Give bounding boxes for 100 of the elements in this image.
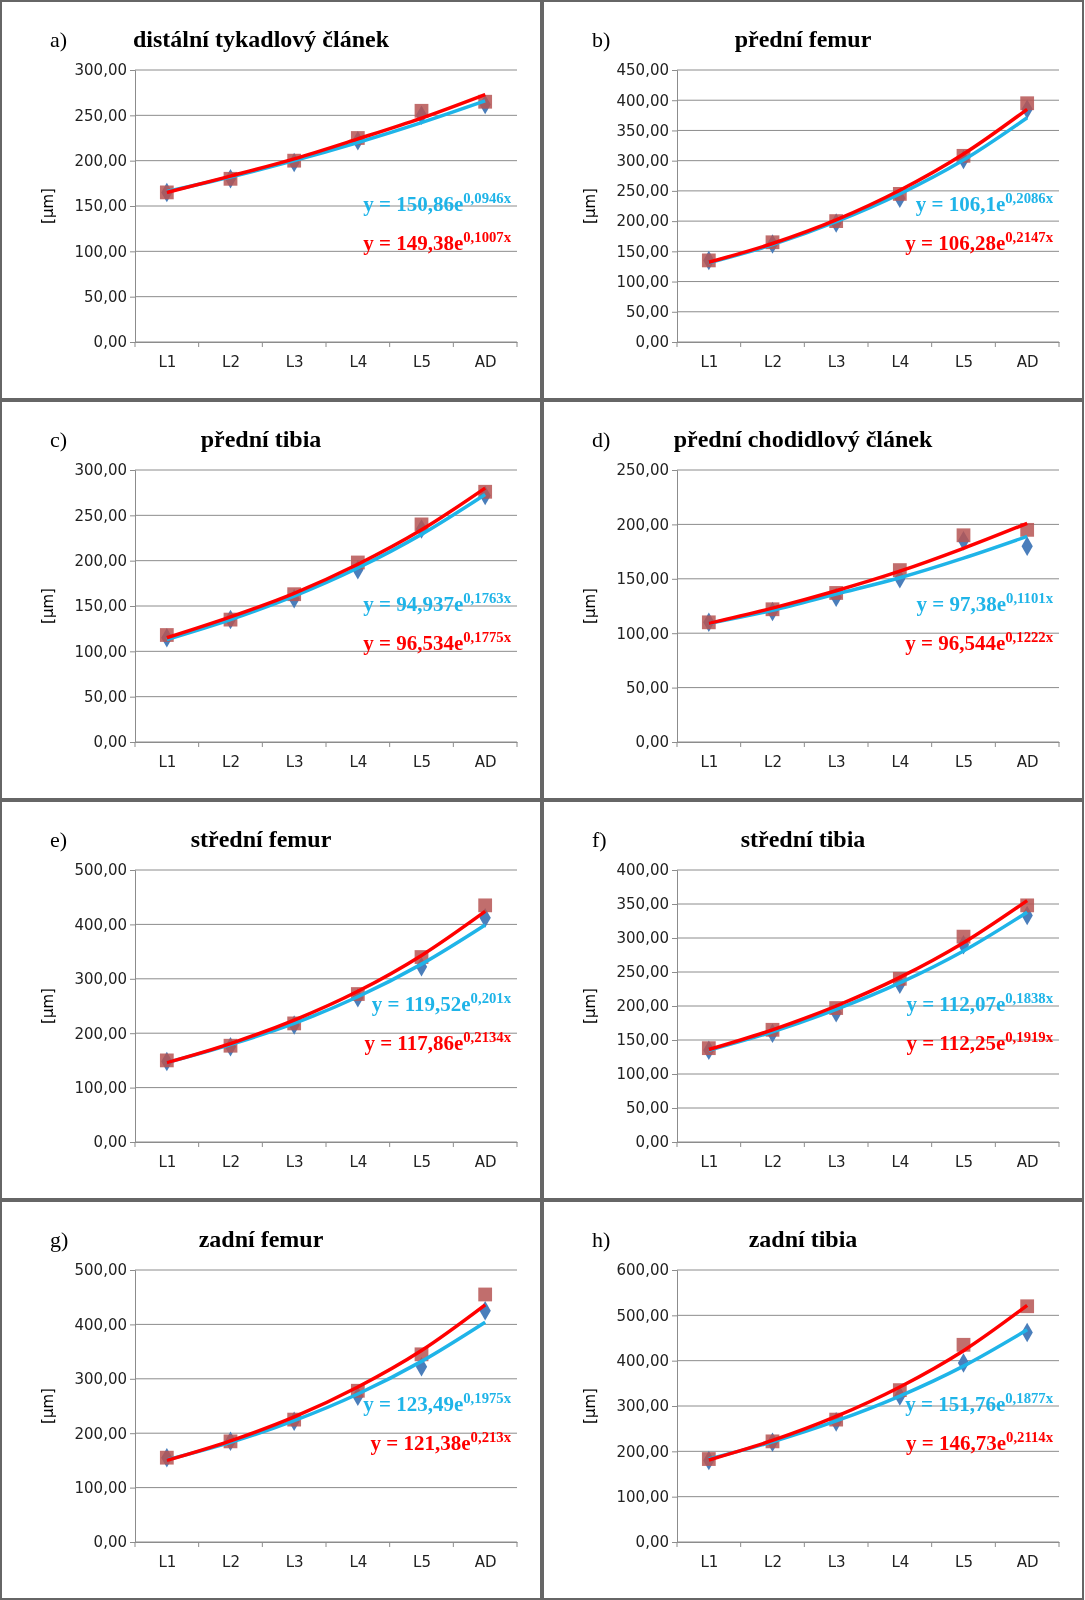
y-tick-label: 350,00 [616,895,669,914]
x-tick-label: L4 [349,352,368,371]
x-tick-label: L1 [158,1552,177,1571]
y-tick-label: 400,00 [616,91,669,110]
chart-title: přední femur [734,26,872,52]
x-tick-label: L2 [222,1152,240,1171]
y-tick-label: 300,00 [616,1397,669,1416]
x-tick-label: AD [1016,352,1039,371]
x-tick-label: L3 [827,1152,846,1171]
x-tick-label: L1 [700,752,719,771]
annotation: y = 117,86e$^{0,2134x}$ [364,1028,512,1055]
y-tick-label: 400,00 [616,1351,669,1370]
y-tick-label: 200,00 [74,1024,127,1043]
text: d) [592,427,611,452]
x-tick-label: L2 [764,352,782,371]
y-tick-label: 200,00 [74,151,127,170]
y-tick-label: 100,00 [616,272,669,291]
y-tick-label: 50,00 [84,687,127,706]
y-tick-label: 100,00 [616,624,669,643]
y-tick-label: 0,00 [635,733,669,752]
y-tick-label: 450,00 [616,61,669,80]
chart-title: přední chodidlový článek [673,426,934,452]
y-tick-label: 100,00 [74,1478,127,1497]
y-axis-title: [µm] [39,588,57,624]
x-tick-label: AD [474,352,497,371]
text: h) [592,1227,611,1252]
text: c) [50,427,68,452]
text: e) [50,827,68,852]
annotation: y = 151,76e$^{0,1877x}$ [905,1390,1054,1417]
annotation: y = 119,52e$^{0,201x}$ [371,990,512,1017]
y-tick-label: 100,00 [616,1065,669,1084]
y-axis-title: [µm] [39,1388,57,1424]
y-tick-label: 300,00 [616,151,669,170]
y-tick-label: 200,00 [74,551,127,570]
y-tick-label: 250,00 [616,963,669,982]
y-axis-title: [µm] [39,988,57,1024]
y-tick-label: 150,00 [74,197,127,216]
y-tick-label: 150,00 [616,570,669,589]
x-tick-label: L1 [700,1152,719,1171]
x-tick-label: L4 [349,752,368,771]
y-tick-label: 0,00 [93,1133,127,1152]
chart-title: zadní tibia [748,1226,858,1252]
y-tick-label: 0,00 [93,333,127,352]
y-tick-label: 250,00 [74,506,127,525]
annotation: y = 112,07e$^{0,1838x}$ [906,990,1054,1017]
x-tick-label: L4 [349,1152,368,1171]
y-tick-label: 100,00 [74,1078,127,1097]
y-tick-label: 200,00 [616,1442,669,1461]
y-tick-label: 300,00 [74,1370,127,1389]
x-tick-label: L3 [827,1552,846,1571]
y-tick-label: 500,00 [74,1261,127,1280]
y-tick-label: 200,00 [616,515,669,534]
y-tick-label: 0,00 [635,333,669,352]
y-axis-title: [µm] [581,588,599,624]
x-tick-label: L3 [827,752,846,771]
annotation: y = 112,25e$^{0,1919x}$ [906,1028,1054,1055]
x-tick-label: L2 [222,752,240,771]
x-tick-label: L3 [285,352,304,371]
y-tick-label: 0,00 [635,1133,669,1152]
y-tick-label: 0,00 [93,1533,127,1552]
y-tick-label: 50,00 [626,678,669,697]
y-tick-label: 100,00 [74,242,127,261]
x-tick-label: L5 [955,752,973,771]
y-tick-label: 200,00 [616,997,669,1016]
text: b) [592,27,611,52]
annotation: y = 94,937e$^{0,1763x}$ [363,590,512,617]
annotation: y = 146,73e$^{0,2114x}$ [906,1428,1054,1455]
x-tick-label: L5 [413,352,431,371]
y-tick-label: 500,00 [74,861,127,880]
chart-title: distální tykadlový článek [132,26,390,52]
annotation: y = 96,534e$^{0,1775x}$ [363,628,512,655]
y-tick-label: 300,00 [74,61,127,80]
x-tick-label: L4 [891,1152,910,1171]
x-tick-label: L4 [891,752,910,771]
y-tick-label: 600,00 [616,1261,669,1280]
y-tick-label: 0,00 [635,1533,669,1552]
y-axis-title: [µm] [39,188,57,224]
x-tick-label: L3 [285,1552,304,1571]
annotation: y = 97,38e$^{0,1101x}$ [916,590,1054,617]
x-tick-label: AD [474,1152,497,1171]
x-tick-label: L5 [955,1552,973,1571]
x-tick-label: L4 [891,1552,910,1571]
y-tick-label: 200,00 [616,212,669,231]
y-tick-label: 500,00 [616,1306,669,1325]
x-tick-label: L3 [827,352,846,371]
y-tick-label: 150,00 [616,1031,669,1050]
x-tick-label: L2 [764,752,782,771]
y-tick-label: 100,00 [616,1487,669,1506]
y-tick-label: 350,00 [616,121,669,140]
annotation: y = 150,86e$^{0,0946x}$ [363,190,512,217]
y-tick-label: 300,00 [74,970,127,989]
x-tick-label: L5 [955,352,973,371]
x-tick-label: L5 [413,1552,431,1571]
y-tick-label: 250,00 [616,182,669,201]
x-tick-label: L1 [158,352,177,371]
x-tick-label: AD [474,1552,497,1571]
x-tick-label: L4 [891,352,910,371]
y-tick-label: 250,00 [74,106,127,125]
x-tick-label: L3 [285,1152,304,1171]
y-tick-label: 200,00 [74,1424,127,1443]
